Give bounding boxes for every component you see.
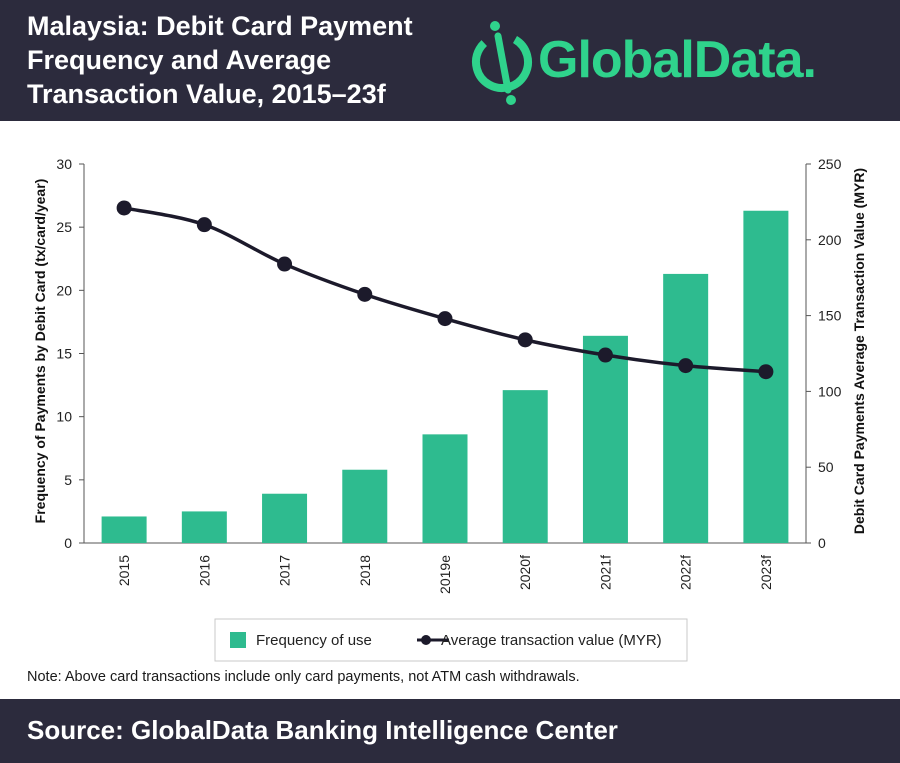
left-tick-label: 20 (56, 282, 72, 298)
x-tick-label: 2023f (758, 555, 774, 590)
bar (101, 516, 147, 543)
right-tick-label: 150 (818, 308, 842, 324)
x-axis-ticks: 2015 2016 2017 2018 2019e 2020f 2021f 2022f 2023… (116, 555, 774, 594)
right-tick-label: 50 (818, 459, 834, 475)
bar (181, 511, 227, 543)
legend-bar-swatch (230, 632, 246, 648)
bar (262, 493, 308, 543)
bar (502, 390, 548, 543)
left-tick-label: 25 (56, 219, 72, 235)
legend-line-marker (421, 635, 431, 645)
y2-axis-label: Debit Card Payments Average Transaction … (851, 168, 867, 534)
line-point (437, 311, 453, 327)
legend-box (214, 618, 688, 662)
line-point (196, 217, 212, 233)
globaldata-logo: GlobalData. (468, 18, 888, 106)
line-point (678, 358, 694, 374)
legend: Frequency of use Average transaction val… (214, 618, 688, 662)
bar (342, 469, 388, 543)
legend-bar-label: Frequency of use (256, 632, 372, 649)
x-tick-label: 2015 (116, 555, 132, 586)
chart-title: Malaysia: Debit Card Payment Frequency a… (27, 11, 413, 109)
logo-wordmark: GlobalData. (538, 31, 817, 89)
left-tick-label: 30 (56, 156, 72, 172)
right-tick-label: 100 (818, 383, 842, 399)
globaldata-logo-icon (472, 21, 532, 105)
bar (663, 273, 709, 543)
bar (582, 335, 628, 543)
left-tick-label: 15 (56, 346, 72, 362)
right-axis: 0 50 100 150 200 250 (805, 156, 842, 551)
line-point (597, 347, 613, 363)
right-tick-label: 0 (818, 535, 826, 551)
x-tick-label: 2016 (196, 555, 212, 586)
line-point (758, 364, 774, 380)
left-tick-label: 0 (64, 535, 72, 551)
right-tick-label: 200 (818, 232, 842, 248)
left-tick-label: 10 (56, 409, 72, 425)
x-tick-label: 2022f (678, 555, 694, 590)
line-point (357, 286, 373, 302)
x-tick-label: 2019e (437, 555, 453, 594)
source-text: Source: GlobalData Banking Intelligence … (27, 715, 618, 745)
right-tick-label: 250 (818, 156, 842, 172)
x-tick-label: 2020f (517, 555, 533, 590)
line-series (116, 200, 774, 380)
bar (422, 434, 468, 543)
left-tick-label: 5 (64, 472, 72, 488)
x-tick-label: 2021f (597, 555, 613, 590)
line-point (517, 332, 533, 348)
line-point (116, 200, 132, 216)
bar-series (101, 210, 789, 543)
y-axis-label: Frequency of Payments by Debit Card (tx/… (32, 179, 48, 524)
x-tick-label: 2017 (277, 555, 293, 586)
chart-note: Note: Above card transactions include on… (27, 669, 580, 685)
legend-line-label: Average transaction value (MYR) (441, 632, 662, 649)
x-tick-label: 2018 (357, 555, 373, 586)
line-point (277, 256, 293, 272)
header: Malaysia: Debit Card Payment Frequency a… (0, 0, 900, 121)
footer: Source: GlobalData Banking Intelligence … (0, 699, 900, 763)
